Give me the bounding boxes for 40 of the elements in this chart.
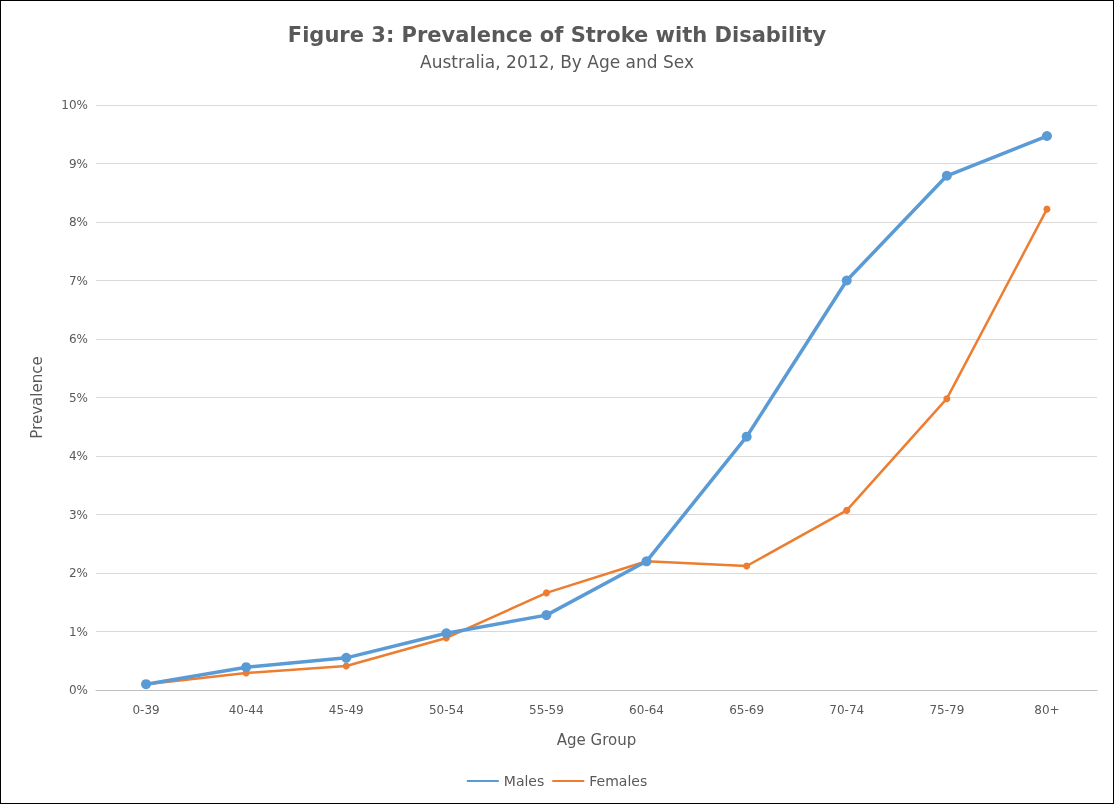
point [941, 170, 952, 181]
point [541, 610, 552, 621]
y-tick-label: 0% [68, 683, 88, 697]
y-tick-label: 5% [68, 390, 88, 405]
chart-subtitle: Australia, 2012, By Age and Sex [420, 51, 694, 72]
chart-title: Figure 3: Prevalence of Stroke with Disability [287, 22, 827, 47]
y-axis-title: Prevalence [27, 356, 46, 439]
point [441, 628, 452, 639]
y-tick-label: 3% [68, 507, 88, 522]
y-tick-label: 8% [68, 215, 88, 229]
y-tick-label: 9% [68, 156, 88, 171]
x-tick-label: 70-74 [829, 703, 865, 717]
y-tick-label: 7% [68, 273, 88, 288]
x-tick-label: 75-79 [929, 703, 965, 717]
legend-label: Females [589, 773, 648, 789]
x-tick-label: 40-44 [228, 703, 264, 717]
x-axis-title: Age Group [556, 730, 637, 749]
point [241, 662, 252, 673]
x-tick-label: 80+ [1034, 703, 1060, 717]
point [741, 431, 752, 442]
x-tick-label: 50-54 [428, 703, 464, 717]
x-tick-label: 45-49 [328, 703, 364, 717]
y-tick-label: 10% [61, 98, 88, 112]
x-tick-label: 55-59 [529, 703, 564, 717]
legend-label: Males [503, 773, 545, 789]
point [542, 589, 550, 597]
y-tick-label: 6% [68, 332, 88, 346]
point [743, 562, 751, 570]
point [943, 395, 951, 403]
point [342, 662, 350, 670]
point [841, 275, 852, 286]
x-tick-label: 0-39 [132, 703, 160, 717]
y-tick-label: 1% [68, 624, 88, 639]
y-tick-label: 2% [68, 566, 88, 580]
x-tick-label: 60-64 [629, 703, 664, 717]
point [843, 506, 851, 514]
x-tick-label: 65-69 [729, 703, 765, 717]
point [341, 652, 352, 663]
y-tick-label: 4% [68, 449, 88, 463]
point [1041, 131, 1052, 141]
